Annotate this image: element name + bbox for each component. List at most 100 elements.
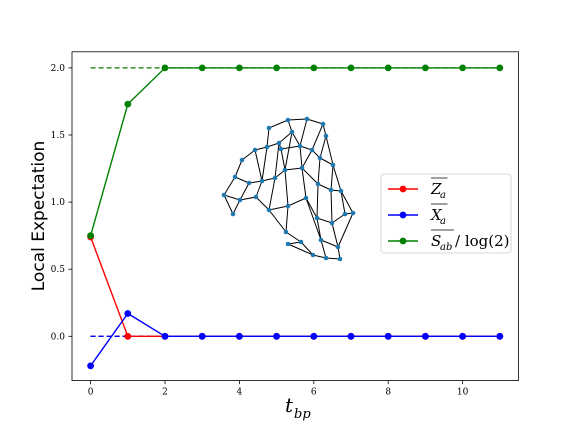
data-point [161, 332, 169, 340]
data-point [124, 100, 132, 108]
inset-node [276, 140, 282, 146]
inset-edge [287, 197, 307, 207]
inset-edge [285, 231, 302, 243]
legend-label-2: S [431, 232, 441, 250]
inset-edge [239, 182, 250, 201]
inset-edge [330, 164, 334, 191]
inset-edge [316, 183, 319, 219]
x-tick-label: 10 [457, 388, 469, 398]
inset-edge [330, 189, 333, 224]
inset-edge [299, 118, 308, 147]
legend-label-1: X [430, 206, 443, 224]
inset-edge [255, 180, 263, 198]
inset-edge [274, 142, 280, 179]
data-point [236, 332, 243, 340]
data-point [124, 310, 132, 317]
inset-edge [319, 135, 327, 159]
inset-edge [280, 148, 286, 171]
x-tick-label: 6 [311, 388, 317, 398]
inset-edge [254, 149, 263, 182]
inset-edge [268, 177, 276, 211]
inset-node [350, 210, 356, 216]
inset-edge [234, 176, 250, 184]
inset-edge [232, 199, 241, 215]
inset-edge [320, 239, 327, 259]
inset-node [283, 229, 289, 235]
inset-node [253, 194, 259, 200]
inset-node [285, 241, 291, 247]
y-tick-label: 1.0 [51, 198, 66, 208]
inset-node [317, 155, 323, 161]
data-point [496, 332, 504, 340]
legend-label-subscript-0: a [440, 190, 446, 201]
inset-edge [305, 197, 322, 241]
legend-label-suffix-2: / log(2) [455, 232, 510, 250]
inset-edge [331, 222, 339, 248]
inset-node [278, 146, 284, 152]
inset-edge [284, 169, 289, 207]
legend-marker-0 [399, 185, 407, 193]
data-point [87, 232, 94, 240]
x-axis-label-subscript: bp [294, 407, 311, 422]
data-point [198, 332, 206, 340]
inset-edge [223, 194, 234, 215]
inset-edge [311, 123, 324, 151]
inset-node [297, 143, 303, 149]
inset-edge [223, 194, 241, 201]
data-point [347, 64, 355, 72]
inset-node [232, 174, 238, 180]
x-tick-label: 0 [88, 388, 94, 398]
y-axis-label: Local Expectation [29, 141, 49, 292]
inset-edge [266, 127, 270, 148]
inset-edge [300, 241, 314, 256]
inset-edge [268, 209, 287, 233]
inset-node [264, 144, 270, 150]
inset-edge [285, 205, 289, 233]
inset-edge [317, 157, 321, 185]
x-axis-label: t bp [285, 393, 311, 422]
y-tick-label: 1.5 [51, 131, 66, 141]
y-tick-label: 2.0 [51, 64, 66, 74]
inset-node [318, 237, 324, 243]
x-axis: 0 2 4 6 8 10 [88, 380, 469, 398]
inset-edge [317, 183, 332, 191]
data-point [236, 64, 243, 72]
inset-edge [332, 164, 342, 192]
legend-label-subscript-2: ab [440, 242, 452, 253]
inset-node [246, 180, 252, 186]
data-point [459, 64, 466, 72]
data-point [422, 64, 429, 72]
inset-node [323, 133, 329, 139]
inset-edge [340, 190, 354, 214]
inset-edge [301, 167, 319, 185]
data-point [384, 332, 392, 340]
inset-edge [337, 212, 354, 248]
series-line-2 [89, 67, 500, 236]
inset-graph [221, 116, 356, 262]
y-tick-label: 0.5 [51, 265, 66, 275]
inset-edge [234, 159, 243, 178]
inset-edge [280, 145, 301, 150]
inset-node [259, 178, 265, 184]
inset-edge [284, 131, 293, 171]
inset-edge [319, 157, 334, 166]
inset-edge [325, 257, 341, 260]
inset-node [266, 125, 272, 131]
data-point [273, 332, 280, 340]
inset-node [282, 167, 288, 173]
data-point [347, 332, 355, 340]
series-2 [87, 64, 504, 240]
inset-edge [268, 119, 289, 129]
inset-node [289, 129, 295, 135]
legend-label-subscript-1: a [440, 216, 446, 227]
inset-edge [239, 196, 257, 201]
inset-edge [306, 118, 324, 125]
inset-edge [241, 149, 256, 161]
data-point [198, 64, 206, 72]
inset-edge [305, 197, 318, 219]
inset-node [239, 157, 245, 163]
inset-node [221, 192, 227, 198]
inset-node [328, 187, 334, 193]
data-point [459, 332, 466, 340]
